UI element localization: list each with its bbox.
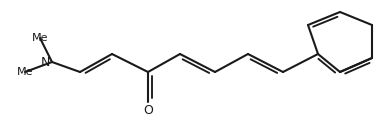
Text: Me: Me: [17, 67, 33, 77]
Text: Me: Me: [32, 33, 48, 43]
Text: O: O: [143, 104, 153, 117]
Text: N: N: [41, 55, 50, 69]
